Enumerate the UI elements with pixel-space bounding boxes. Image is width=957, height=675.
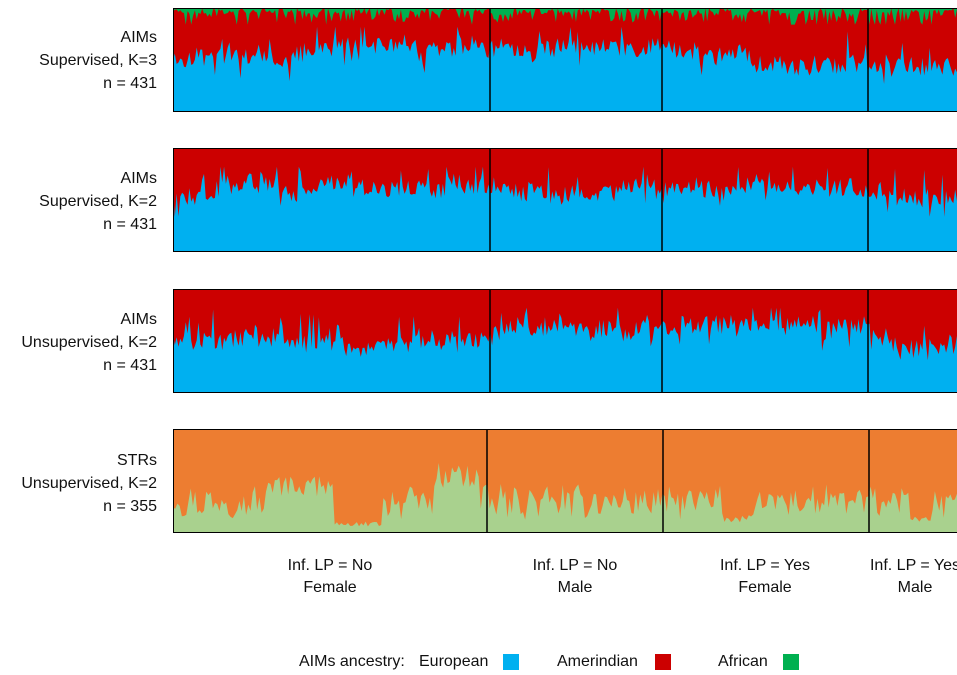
group-label-yes-female: Inf. LP = Yes Female — [665, 555, 865, 599]
legend-label-amerindian: Amerindian — [557, 653, 638, 670]
group-label-line2: Female — [303, 579, 357, 596]
group-label-line1: Inf. LP = No — [532, 557, 618, 574]
row-label-aims-unsupervised-k2: AIMs Unsupervised, K=2 n = 431 — [0, 308, 157, 377]
ancestry-structure-plots — [173, 8, 957, 533]
legend-swatch-amerindian — [655, 654, 671, 670]
row-label-line: AIMs — [120, 170, 157, 187]
group-label-line2: Male — [897, 579, 933, 596]
row-label-line: Unsupervised, K=2 — [21, 475, 157, 492]
legend-swatch-european — [503, 654, 519, 670]
legend-label-african: African — [718, 653, 768, 670]
structure-panel-1 — [173, 8, 957, 112]
structure-panel-3 — [173, 289, 957, 393]
row-label-line: AIMs — [120, 311, 157, 328]
row-label-aims-supervised-k3: AIMs Supervised, K=3 n = 431 — [0, 26, 157, 95]
group-label-line1: Inf. LP = Yes — [869, 557, 957, 574]
row-label-line: AIMs — [120, 29, 157, 46]
group-label-no-female: Inf. LP = No Female — [230, 555, 430, 599]
structure-series-european — [173, 166, 957, 252]
row-label-line: n = 431 — [103, 75, 157, 92]
group-label-line1: Inf. LP = Yes — [719, 557, 810, 574]
legend-swatch-african — [783, 654, 799, 670]
row-label-line: STRs — [117, 452, 157, 469]
structure-series-european — [173, 307, 957, 393]
row-label-line: Supervised, K=3 — [39, 52, 157, 69]
legend-label-european: European — [419, 653, 489, 670]
row-label-line: n = 355 — [103, 498, 157, 515]
group-label-yes-male: Inf. LP = Yes Male — [865, 555, 957, 599]
structure-panel-4 — [173, 429, 957, 533]
structure-panel-2 — [173, 148, 957, 252]
group-label-line2: Male — [557, 579, 593, 596]
row-label-aims-supervised-k2: AIMs Supervised, K=2 n = 431 — [0, 167, 157, 236]
group-label-line1: Inf. LP = No — [287, 557, 373, 574]
structure-series-european — [173, 26, 957, 112]
structure-series-cluster-1 — [173, 462, 957, 533]
group-label-no-male: Inf. LP = No Male — [475, 555, 675, 599]
legend-title: AIMs ancestry: — [299, 653, 405, 670]
row-label-line: Unsupervised, K=2 — [21, 334, 157, 351]
group-label-line2: Female — [738, 579, 792, 596]
row-label-line: n = 431 — [103, 216, 157, 233]
row-label-strs-unsupervised-k2: STRs Unsupervised, K=2 n = 355 — [0, 449, 157, 518]
structure-series-african — [173, 8, 957, 25]
legend: AIMs ancestry: European Amerindian Afric… — [0, 651, 957, 675]
row-label-line: Supervised, K=2 — [39, 193, 157, 210]
row-label-line: n = 431 — [103, 357, 157, 374]
